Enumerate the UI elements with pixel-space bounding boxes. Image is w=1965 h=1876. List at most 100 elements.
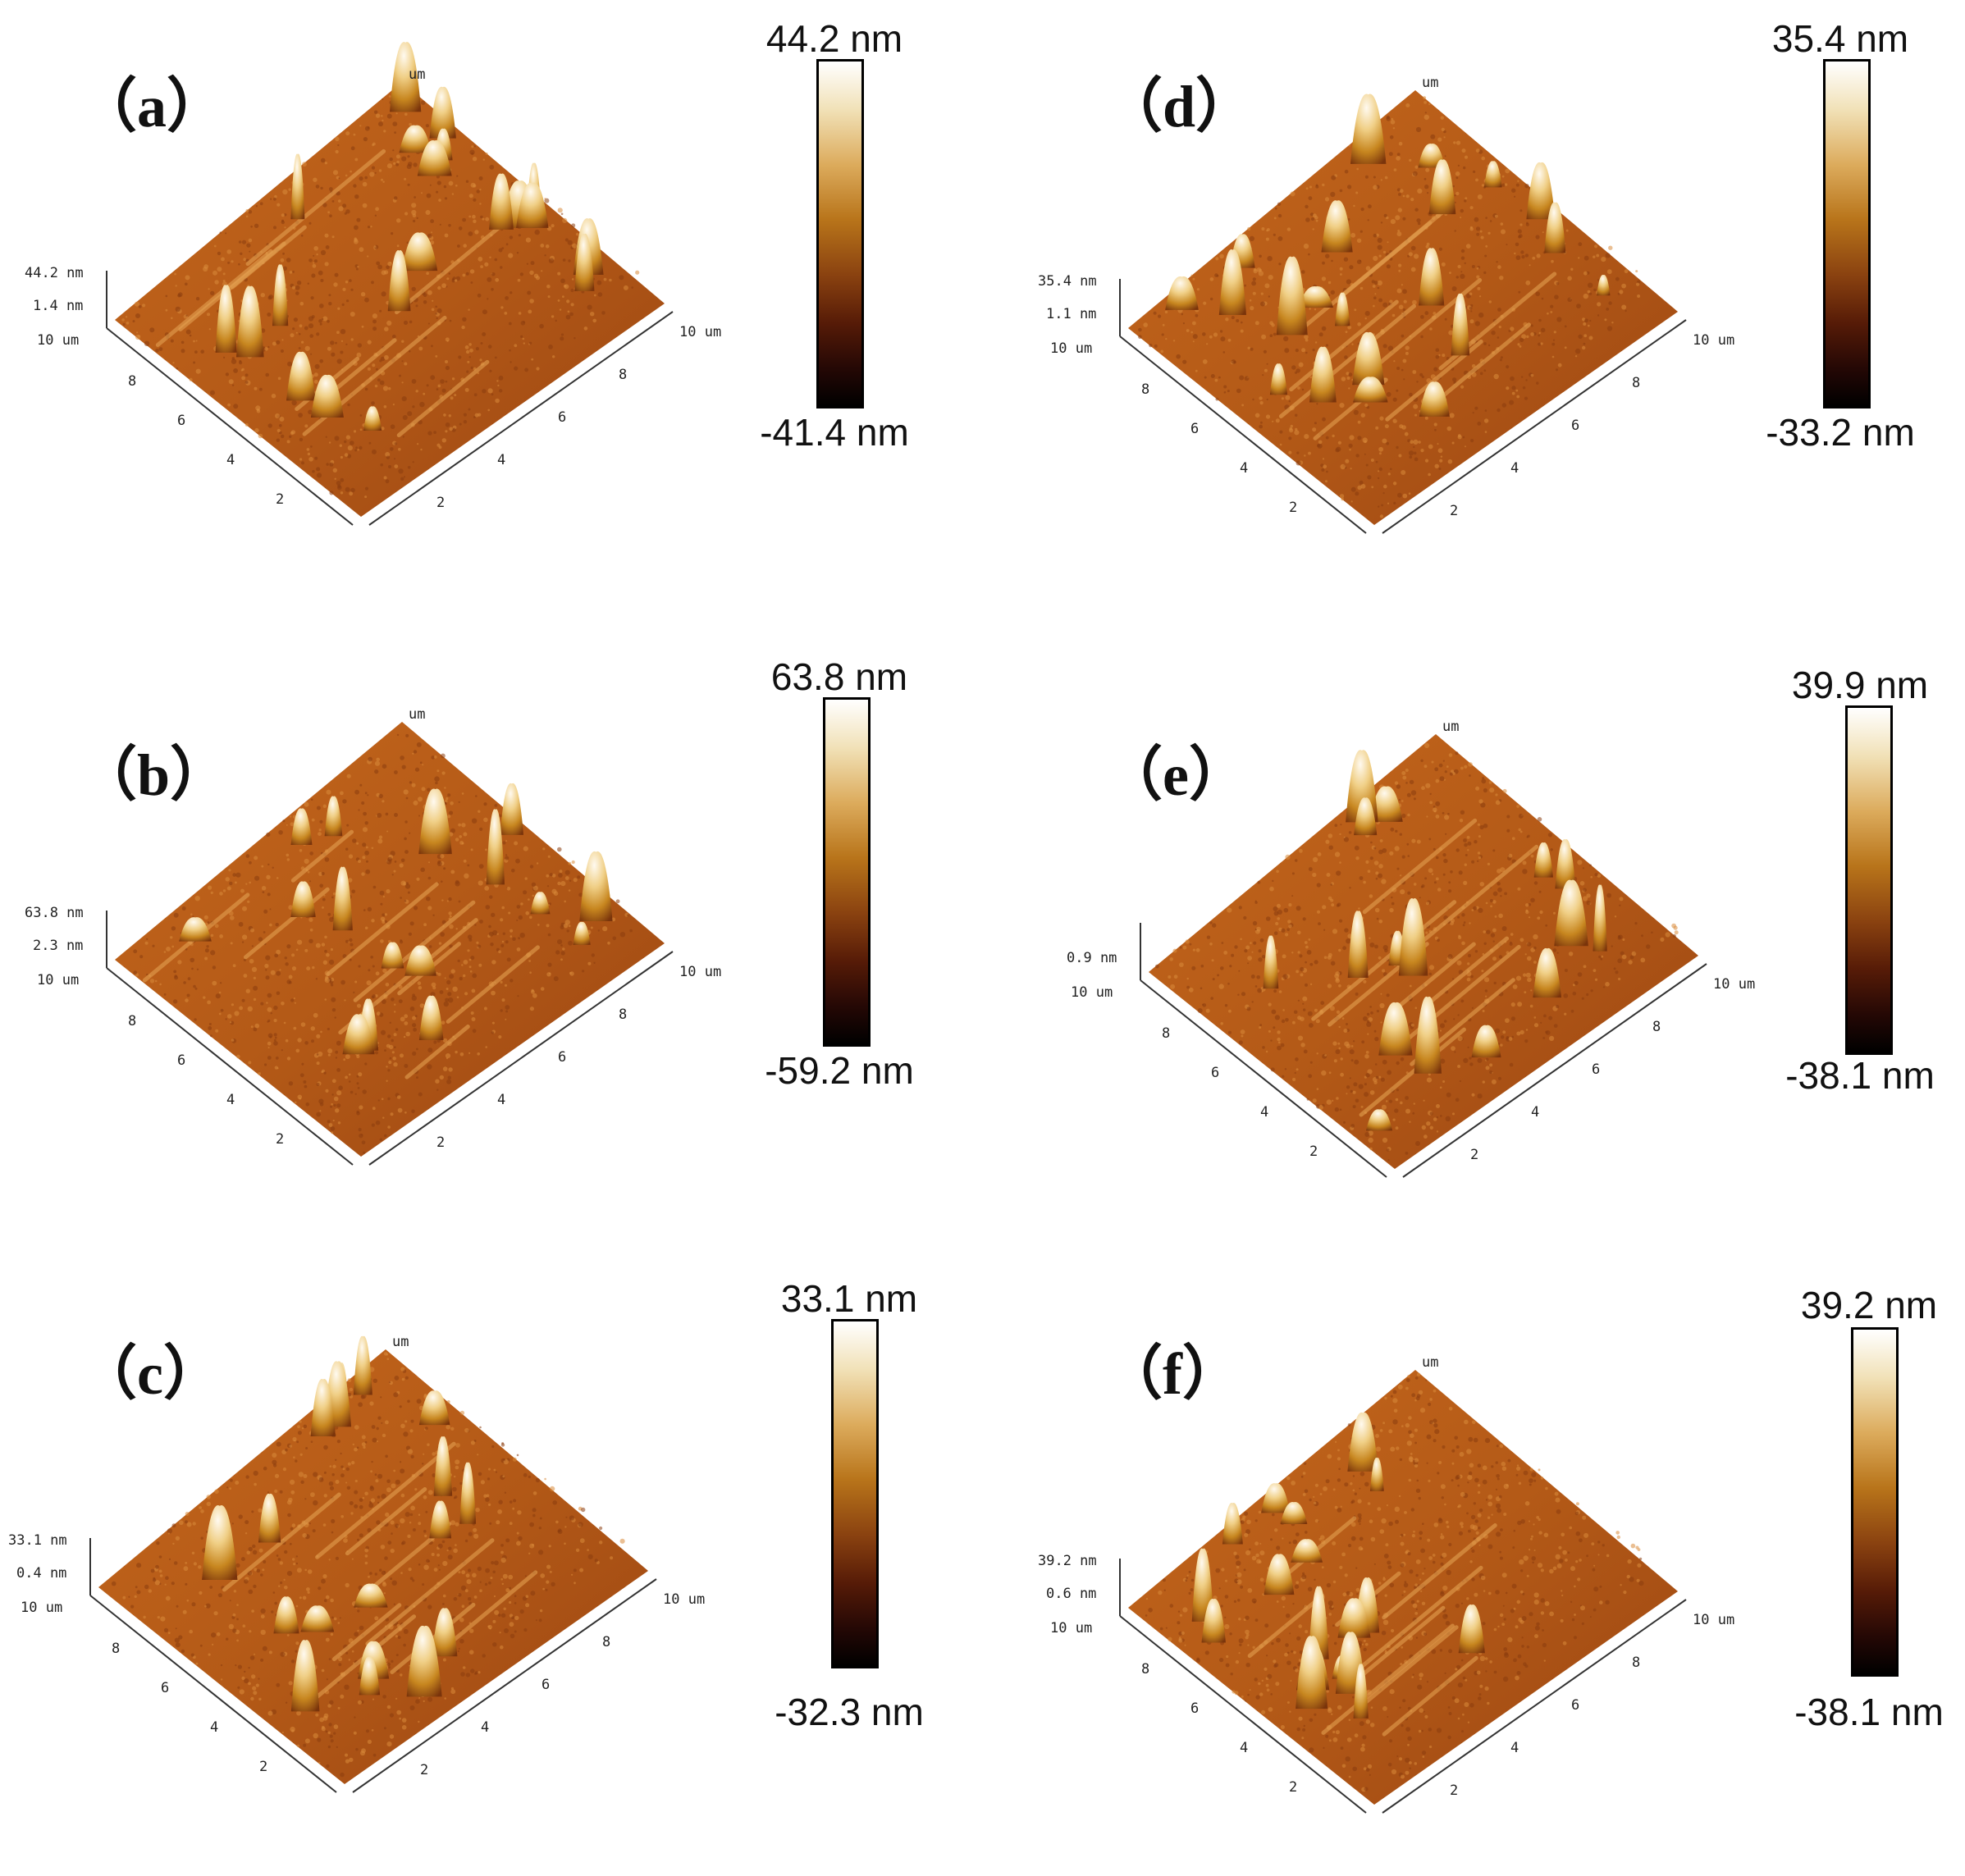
surface-texture (1596, 253, 1600, 258)
surface-texture (440, 932, 445, 937)
surface-texture (1579, 881, 1585, 886)
surface-texture (1452, 185, 1455, 188)
surface-texture (1467, 1046, 1469, 1048)
surface-texture (408, 1568, 412, 1572)
surface-texture (388, 1060, 392, 1065)
surface-texture (1368, 204, 1372, 209)
surface-texture (1575, 1560, 1579, 1563)
surface-texture (1349, 1077, 1351, 1079)
surface-texture (1447, 812, 1450, 815)
surface-texture (1424, 877, 1428, 880)
surface-texture (284, 1586, 288, 1590)
surface-texture (288, 188, 291, 191)
surface-texture (509, 1500, 513, 1504)
surface-texture (295, 1555, 298, 1558)
surface-texture (1508, 1037, 1513, 1041)
surface-texture (1204, 376, 1207, 379)
surface-texture (319, 304, 324, 308)
surface-peak (290, 808, 313, 846)
surface-texture (1479, 295, 1482, 298)
surface-texture (390, 1520, 395, 1525)
y-tick-label: 6 (177, 413, 185, 429)
surface-texture (1294, 859, 1298, 862)
surface-texture (328, 294, 331, 297)
surface-texture (504, 984, 508, 987)
surface-texture (610, 1556, 614, 1560)
surface-texture (501, 998, 505, 1002)
surface-texture (328, 1658, 331, 1660)
surface-texture (216, 1632, 221, 1636)
surface-texture (423, 1700, 425, 1702)
surface-peak (290, 153, 305, 220)
surface-texture (1583, 334, 1588, 338)
x-tick-label: 2 (420, 1762, 428, 1778)
surface-texture (1470, 310, 1473, 313)
surface-texture (1487, 344, 1491, 347)
surface-texture (1617, 935, 1620, 938)
surface-texture (1396, 867, 1400, 870)
surface-texture (1496, 1531, 1501, 1537)
surface-peak (1369, 786, 1403, 822)
surface-texture (333, 1096, 339, 1102)
surface-texture (1615, 276, 1620, 281)
surface-texture (487, 298, 489, 300)
surface-texture (498, 950, 501, 953)
surface-texture (457, 1650, 459, 1653)
surface-texture (1462, 436, 1465, 439)
surface-texture (1247, 956, 1252, 961)
surface-texture (1326, 873, 1331, 877)
surface-texture (500, 1544, 504, 1547)
surface-texture (1519, 337, 1524, 342)
surface-texture (226, 1486, 229, 1489)
surface-texture (295, 285, 300, 290)
surface-texture (1251, 281, 1256, 286)
surface-texture (1282, 1075, 1285, 1078)
surface-texture (427, 431, 432, 436)
surface-texture (1423, 114, 1429, 121)
surface-texture (494, 356, 497, 359)
surface-texture (323, 1471, 327, 1474)
surface-texture (1588, 282, 1593, 288)
surface-texture (171, 317, 173, 320)
surface-texture (176, 367, 179, 370)
surface-texture (508, 911, 511, 915)
surface-texture (1270, 1067, 1275, 1072)
surface-texture (268, 294, 274, 299)
surface-texture (1284, 1652, 1288, 1657)
surface-texture (230, 1478, 233, 1482)
colorbar-max-label-d: 35.4 nm (1771, 17, 1909, 60)
x-tick-label: 4 (1510, 460, 1519, 477)
surface-texture (377, 1501, 380, 1504)
surface-texture (1524, 953, 1527, 956)
surface-texture (322, 906, 324, 909)
surface-texture (500, 980, 503, 984)
surface-texture (1336, 1010, 1341, 1014)
surface-texture (1429, 1125, 1433, 1130)
surface-texture (1405, 1386, 1409, 1390)
surface-texture (282, 819, 286, 823)
surface-texture (564, 900, 566, 903)
surface-texture (260, 293, 265, 298)
surface-texture (1331, 259, 1333, 262)
surface-texture (1413, 445, 1415, 449)
surface-texture (351, 1650, 354, 1653)
surface-texture (312, 263, 317, 268)
surface-texture (340, 1772, 345, 1778)
surface-texture (1474, 321, 1480, 326)
surface-texture (333, 282, 338, 287)
surface-texture (475, 347, 480, 351)
surface-texture (1367, 1502, 1371, 1505)
surface-texture (208, 328, 211, 331)
surface-peak (418, 995, 444, 1041)
surface-texture (337, 1622, 340, 1624)
surface-texture (1302, 1002, 1305, 1005)
surface-texture (446, 277, 450, 281)
surface-texture (487, 409, 490, 412)
surface-texture (367, 794, 369, 797)
surface-texture (1428, 965, 1435, 970)
surface-texture (454, 279, 458, 282)
surface-texture (292, 327, 295, 331)
surface-texture (409, 1006, 415, 1011)
surface-texture (347, 878, 353, 883)
surface-texture (281, 219, 284, 222)
